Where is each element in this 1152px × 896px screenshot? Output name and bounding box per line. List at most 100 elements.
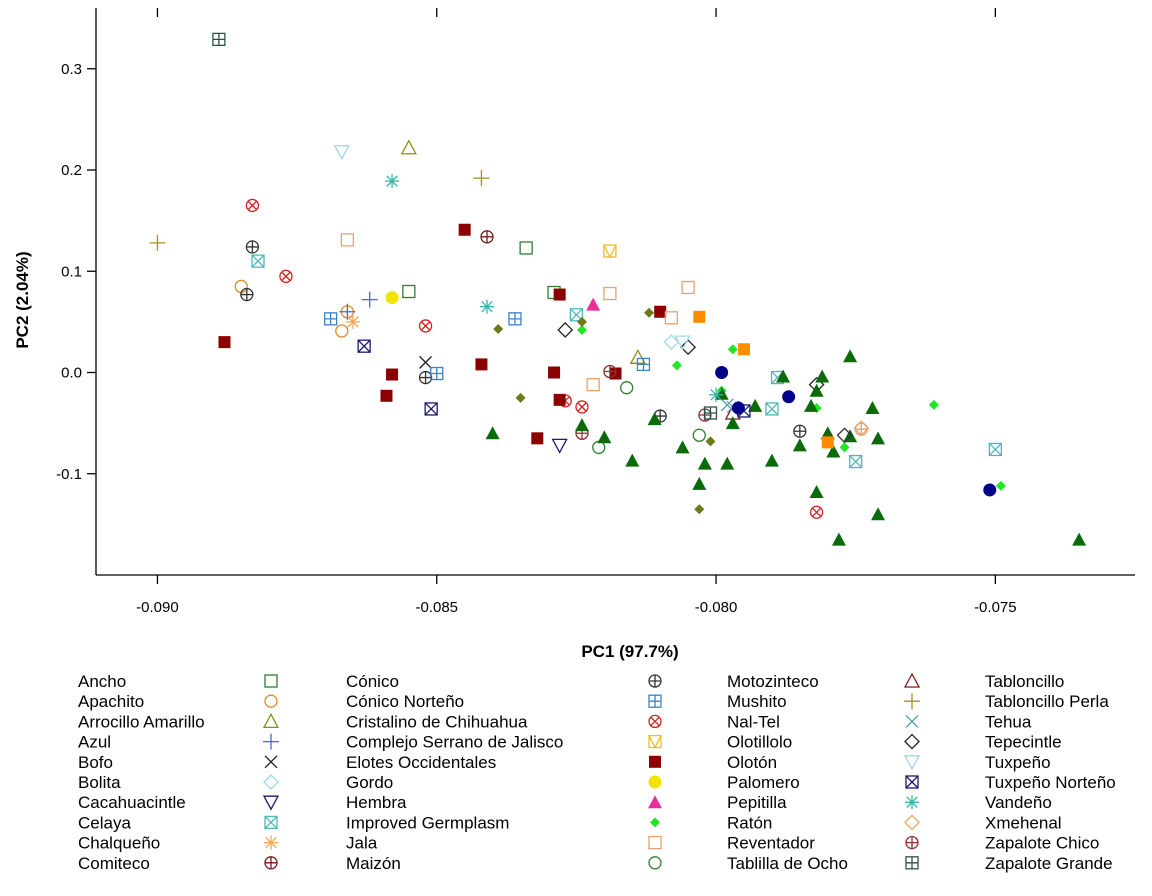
data-points: [149, 32, 1087, 546]
data-point: [385, 174, 400, 189]
legend-label: Bofo: [78, 753, 113, 772]
data-point: [792, 438, 807, 452]
y-tick-label: 0.2: [61, 162, 82, 179]
legend-label: Palomero: [727, 773, 800, 792]
data-point: [703, 406, 718, 420]
legend-label: Vandeño: [985, 793, 1052, 812]
legend-label: Complejo Serrano de Jalisco: [346, 733, 563, 752]
data-point: [928, 399, 939, 410]
data-point: [603, 364, 617, 379]
data-point: [557, 322, 574, 338]
data-point: [826, 444, 841, 458]
data-point: [776, 369, 791, 383]
legend-marker: [648, 775, 662, 789]
data-point: [380, 389, 393, 402]
y-tick-label: 0.0: [61, 365, 82, 382]
data-point: [551, 438, 568, 454]
legend-label: Tablilla de Ocho: [727, 854, 848, 873]
legend-label: Xmehenal: [985, 813, 1062, 832]
legend-label: Tehua: [985, 712, 1032, 731]
data-point: [475, 358, 488, 371]
legend-label: Cacahuacintle: [78, 793, 186, 812]
legend-label: Azul: [78, 733, 111, 752]
data-point: [553, 393, 566, 406]
legend-label: Olotón: [727, 753, 777, 772]
data-point: [748, 398, 763, 412]
data-point: [693, 310, 706, 323]
data-point: [709, 387, 724, 402]
data-point: [983, 483, 997, 497]
data-point: [323, 312, 338, 326]
data-point: [245, 198, 260, 213]
data-point: [251, 254, 265, 268]
legend-label: Comiteco: [78, 854, 150, 873]
legend-label: Maizón: [346, 854, 401, 873]
data-point: [149, 234, 166, 251]
legend-marker: [648, 674, 662, 688]
data-point: [418, 319, 433, 333]
data-point: [361, 291, 378, 308]
legend-marker: [263, 733, 279, 750]
data-point: [843, 349, 858, 363]
legend-label: Nal-Tel: [727, 712, 780, 731]
legend-label: Arrocillo Amarillo: [78, 712, 205, 731]
data-point: [809, 484, 824, 498]
data-point: [385, 291, 399, 305]
data-point: [340, 233, 355, 247]
legend-label: Olotillolo: [727, 733, 792, 752]
data-point: [681, 280, 695, 295]
data-point: [335, 324, 349, 338]
data-point: [402, 284, 416, 299]
data-point: [1072, 532, 1087, 546]
data-point: [419, 355, 433, 369]
data-point: [480, 230, 494, 244]
legend-marker: [264, 755, 278, 769]
data-point: [839, 442, 850, 453]
legend-label: Ancho: [78, 672, 126, 691]
data-point: [988, 442, 1002, 457]
legend-label: Tepecintle: [985, 733, 1062, 752]
data-point: [809, 505, 824, 519]
data-point: [386, 368, 399, 381]
data-point: [574, 418, 589, 432]
legend-label: Celaya: [78, 813, 131, 832]
legend-label: Jala: [346, 834, 378, 853]
data-point: [804, 398, 819, 412]
legend-label: Chalqueño: [78, 834, 160, 853]
data-point: [836, 427, 853, 444]
axes-frame: [95, 8, 1135, 576]
legend-marker: [905, 714, 919, 728]
y-tick-label: 0.3: [61, 61, 82, 78]
data-point: [765, 402, 779, 416]
data-point: [430, 366, 444, 381]
legend-marker: [262, 713, 280, 729]
data-point: [705, 436, 716, 447]
data-point: [995, 480, 1006, 491]
legend-marker: [264, 694, 278, 708]
data-point: [692, 476, 707, 490]
data-point: [764, 453, 779, 467]
data-point: [333, 145, 350, 161]
legend-marker: [648, 795, 662, 809]
legend-marker: [263, 774, 279, 790]
data-point: [671, 360, 682, 371]
legend-marker: [905, 856, 919, 870]
legend-label: Cristalino de Chihuahua: [346, 712, 528, 731]
data-point: [485, 426, 500, 440]
legend-label: Zapalote Chico: [985, 834, 1099, 853]
x-tick-label: -0.075: [974, 599, 1017, 616]
data-point: [663, 334, 680, 351]
data-point: [820, 426, 835, 440]
legend-marker: [904, 733, 920, 750]
data-point: [493, 323, 504, 334]
legend-marker: [649, 755, 661, 768]
data-point: [345, 314, 360, 329]
legend-marker: [264, 835, 278, 850]
data-point: [871, 431, 886, 445]
data-point: [357, 339, 371, 353]
x-tick-label: -0.090: [136, 599, 179, 616]
data-point: [553, 288, 566, 301]
legend-label: Gordo: [346, 773, 393, 792]
